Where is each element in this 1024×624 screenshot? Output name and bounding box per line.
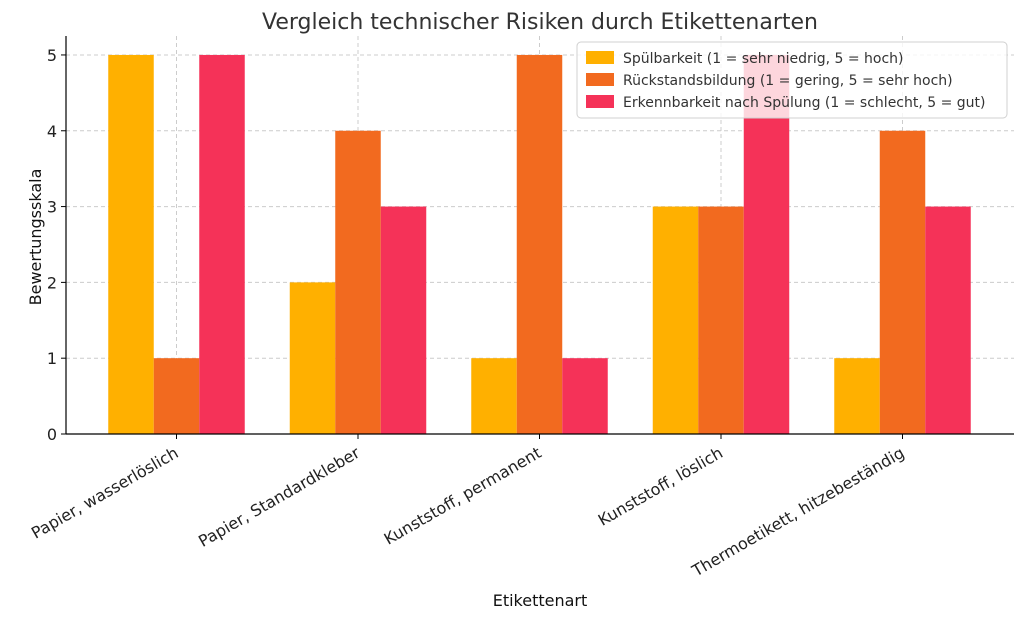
bar [471, 358, 517, 434]
legend-swatch [586, 73, 614, 86]
bar [108, 54, 154, 434]
bar [698, 206, 744, 434]
chart-title: Vergleich technischer Risiken durch Etik… [262, 10, 818, 35]
bar [652, 206, 699, 434]
y-tick-label: 5 [47, 46, 57, 65]
bar [153, 358, 200, 434]
bar [335, 130, 381, 434]
y-tick-label: 0 [47, 425, 57, 444]
x-axis-label: Etikettenart [493, 591, 588, 610]
bar [199, 54, 245, 434]
bar [289, 282, 336, 434]
y-axis-label: Bewertungsskala [26, 169, 45, 306]
legend-label: Rückstandsbildung (1 = gering, 5 = sehr … [623, 73, 953, 89]
x-tick-label: Thermoetikett, hitzebeständig [688, 443, 908, 581]
x-tick-label: Papier, Standardkleber [195, 443, 363, 551]
x-tick-label: Kunststoff, löslich [595, 443, 726, 530]
y-tick-label: 3 [47, 198, 57, 217]
y-tick-label: 4 [47, 122, 57, 141]
x-tick-label: Papier, wasserlöslich [28, 443, 182, 543]
bar [879, 130, 926, 434]
bar [380, 206, 427, 434]
bar [925, 206, 971, 434]
legend-label: Erkennbarkeit nach Spülung (1 = schlecht… [623, 95, 986, 111]
bars-group [108, 54, 971, 434]
bar [562, 358, 608, 434]
legend: Spülbarkeit (1 = sehr niedrig, 5 = hoch)… [576, 41, 1008, 119]
y-tick-label: 2 [47, 273, 57, 292]
bar [834, 358, 880, 434]
legend-swatch [586, 95, 614, 108]
legend-label: Spülbarkeit (1 = sehr niedrig, 5 = hoch) [623, 51, 904, 67]
x-tick-labels: Papier, wasserlöslich Papier, Standardkle… [28, 434, 908, 581]
x-tick-label: Kunststoff, permanent [381, 443, 545, 549]
legend-swatch [586, 51, 614, 64]
legend-box [576, 41, 1008, 119]
y-tick-label: 1 [47, 349, 57, 368]
y-tick-labels: 0 1 2 3 4 5 [47, 46, 66, 444]
bar [516, 54, 563, 434]
